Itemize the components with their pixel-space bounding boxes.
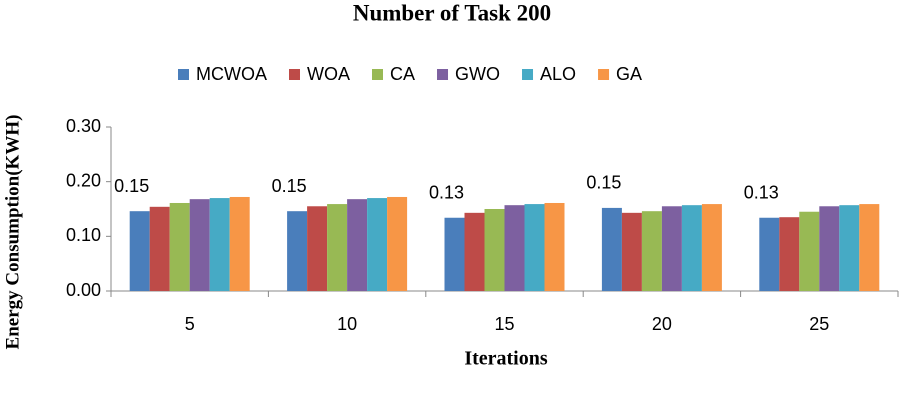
bar [621, 212, 642, 291]
bar [701, 204, 722, 291]
bar [129, 211, 150, 291]
bar [504, 205, 525, 291]
y-tick-label: 0.00 [66, 280, 101, 300]
y-axis-label: Energy Consumption(KWH) [2, 115, 23, 350]
x-tick-label: 20 [652, 314, 672, 334]
x-tick-label: 25 [809, 314, 829, 334]
y-tick-label: 0.10 [66, 225, 101, 245]
data-label: 0.15 [114, 176, 149, 196]
legend-label: ALO [540, 64, 576, 84]
bar [859, 204, 880, 291]
bar [601, 207, 622, 291]
legend-label: CA [390, 64, 415, 84]
bar [229, 196, 250, 291]
x-tick-label: 15 [494, 314, 514, 334]
legend-swatch [437, 69, 449, 80]
bar [307, 206, 328, 291]
chart-title: Number of Task 200 [353, 0, 551, 25]
legend-swatch [522, 69, 534, 80]
bar [444, 217, 465, 291]
legend-swatch [178, 69, 189, 80]
bar [169, 202, 190, 291]
bar [524, 204, 545, 291]
bar [189, 199, 210, 291]
bar [661, 206, 682, 291]
legend: MCWOA WOA CA GWO ALO GA [178, 64, 642, 84]
x-axis-label: Iterations [464, 348, 548, 370]
bar [367, 198, 388, 291]
bar [347, 199, 368, 291]
data-label: 0.15 [586, 173, 621, 193]
bar [819, 206, 840, 291]
legend-label: GA [616, 64, 642, 84]
bar [681, 205, 702, 291]
data-label: 0.13 [744, 182, 779, 202]
legend-swatch [372, 69, 383, 80]
legend-label: GWO [455, 64, 500, 84]
bar [484, 209, 505, 291]
bar [799, 211, 820, 291]
bar [544, 202, 565, 291]
bar [209, 198, 230, 291]
bar [387, 196, 408, 291]
bar [779, 217, 800, 291]
legend-swatch [598, 69, 610, 80]
x-tick-label: 5 [185, 314, 195, 334]
bar [464, 212, 485, 291]
bar [149, 206, 170, 291]
bar [641, 211, 662, 291]
data-label: 0.15 [272, 176, 307, 196]
legend-swatch [289, 69, 300, 80]
y-tick-label: 0.20 [66, 170, 101, 190]
bar [287, 211, 308, 291]
bar [327, 204, 348, 291]
bar [839, 205, 860, 291]
data-label: 0.13 [429, 182, 464, 202]
bar [759, 217, 780, 291]
legend-label: MCWOA [196, 64, 267, 84]
legend-label: WOA [307, 64, 350, 84]
y-tick-label: 0.30 [66, 116, 101, 136]
x-tick-label: 10 [337, 314, 357, 334]
